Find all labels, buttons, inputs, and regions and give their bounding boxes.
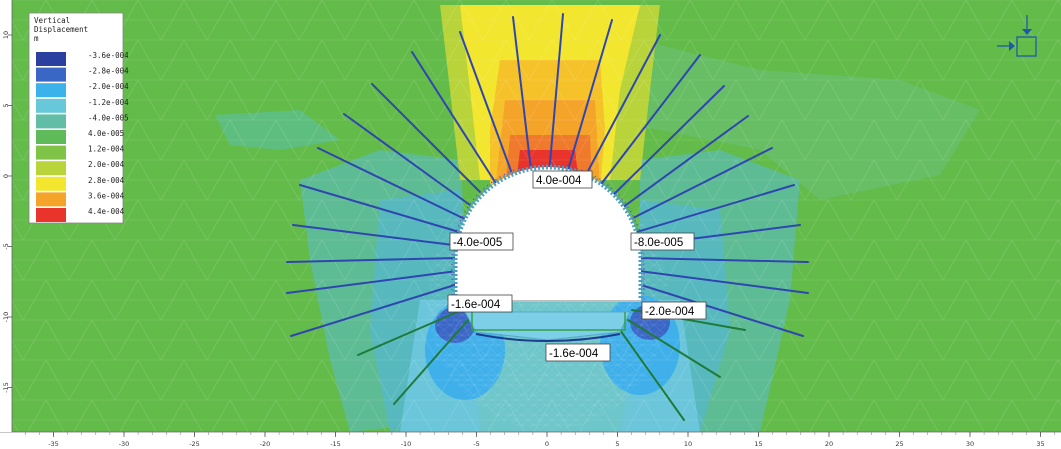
legend-swatch [36, 98, 66, 113]
x-tick-label: 5 [615, 440, 619, 448]
y-tick-label: -10 [2, 312, 10, 323]
legend-entry-label: -3.6e-004 [88, 51, 129, 60]
view-orientation-icon[interactable] [997, 15, 1037, 57]
y-tick-label: 10 [2, 31, 10, 39]
legend-entry-label: 3.6e-004 [88, 191, 125, 200]
x-tick-label: 35 [1036, 440, 1044, 448]
legend-swatch [36, 176, 66, 191]
x-tick-label: -15 [330, 440, 341, 448]
x-tick-label: -5 [473, 440, 479, 448]
legend-entry-label: -4.0e-005 [88, 113, 129, 122]
legend-title-line2: Displacement [34, 25, 88, 34]
x-tick-label: 20 [825, 440, 833, 448]
svg-text:-4.0e-005: -4.0e-005 [453, 237, 502, 249]
legend-swatch [36, 145, 66, 160]
y-axis: 10 5 0 -5 -10 -15 [0, 0, 13, 432]
legend-entry-label: 2.8e-004 [88, 176, 125, 185]
legend-entry-label: 4.4e-004 [88, 207, 125, 216]
svg-text:-8.0e-005: -8.0e-005 [634, 237, 683, 249]
displacement-labels: 4.0e-004 -4.0e-005 -8.0e-005 -1.6e-004 -… [447, 170, 707, 362]
x-tick-label: 10 [684, 440, 692, 448]
legend-entry-label: -2.0e-004 [88, 82, 129, 91]
crown-displacement-label: 4.0e-004 [532, 170, 593, 189]
y-tick-label: 5 [2, 103, 10, 107]
x-axis: -35 -30 -25 -20 -15 -10 -5 0 5 10 15 20 25 30 35 [0, 431, 1061, 449]
svg-text:-2.0e-004: -2.0e-004 [645, 306, 695, 318]
legend-entry-label: -1.2e-004 [88, 98, 129, 107]
y-tick-label: -5 [2, 243, 10, 249]
svg-text:-1.6e-004: -1.6e-004 [549, 348, 599, 360]
legend-swatch [36, 83, 66, 98]
legend-title-line1: Vertical [34, 16, 70, 25]
legend-entry-label: 2.0e-004 [88, 160, 125, 169]
legend-swatch [36, 208, 66, 222]
legend-unit: m [34, 34, 39, 43]
legend-swatch [36, 67, 66, 82]
right-foot-displacement-label: -2.0e-004 [641, 301, 707, 320]
x-tick-label: -10 [401, 440, 412, 448]
svg-text:4.0e-004: 4.0e-004 [536, 175, 582, 187]
legend-swatch [36, 52, 66, 66]
legend-entry-label: 4.0e-005 [88, 129, 124, 138]
x-tick-label: -35 [48, 440, 59, 448]
contour-legend[interactable]: Vertical Displacement m -3.6e-004 -2.8e-0… [28, 12, 129, 224]
legend-swatch [36, 161, 66, 176]
x-tick-label: 15 [754, 440, 762, 448]
x-tick-label: 25 [895, 440, 903, 448]
invert-displacement-label: -1.6e-004 [545, 343, 611, 362]
x-tick-label: -20 [260, 440, 271, 448]
y-tick-label: 0 [2, 174, 10, 178]
y-tick-label: -15 [2, 382, 10, 393]
left-foot-displacement-label: -1.6e-004 [447, 294, 513, 313]
legend-swatch [36, 114, 66, 129]
x-tick-label: -30 [119, 440, 130, 448]
legend-entry-label: -2.8e-004 [88, 67, 129, 76]
x-tick-label: 30 [966, 440, 974, 448]
rock-bolts [286, 13, 809, 421]
left-wall-displacement-label: -4.0e-005 [449, 232, 514, 251]
x-tick-label: 0 [545, 440, 549, 448]
x-tick-label: -25 [189, 440, 200, 448]
svg-text:-1.6e-004: -1.6e-004 [451, 299, 501, 311]
legend-swatch [36, 192, 66, 207]
right-wall-displacement-label: -8.0e-005 [630, 232, 695, 251]
legend-entry-label: 1.2e-004 [88, 145, 125, 154]
legend-swatch [36, 130, 66, 144]
